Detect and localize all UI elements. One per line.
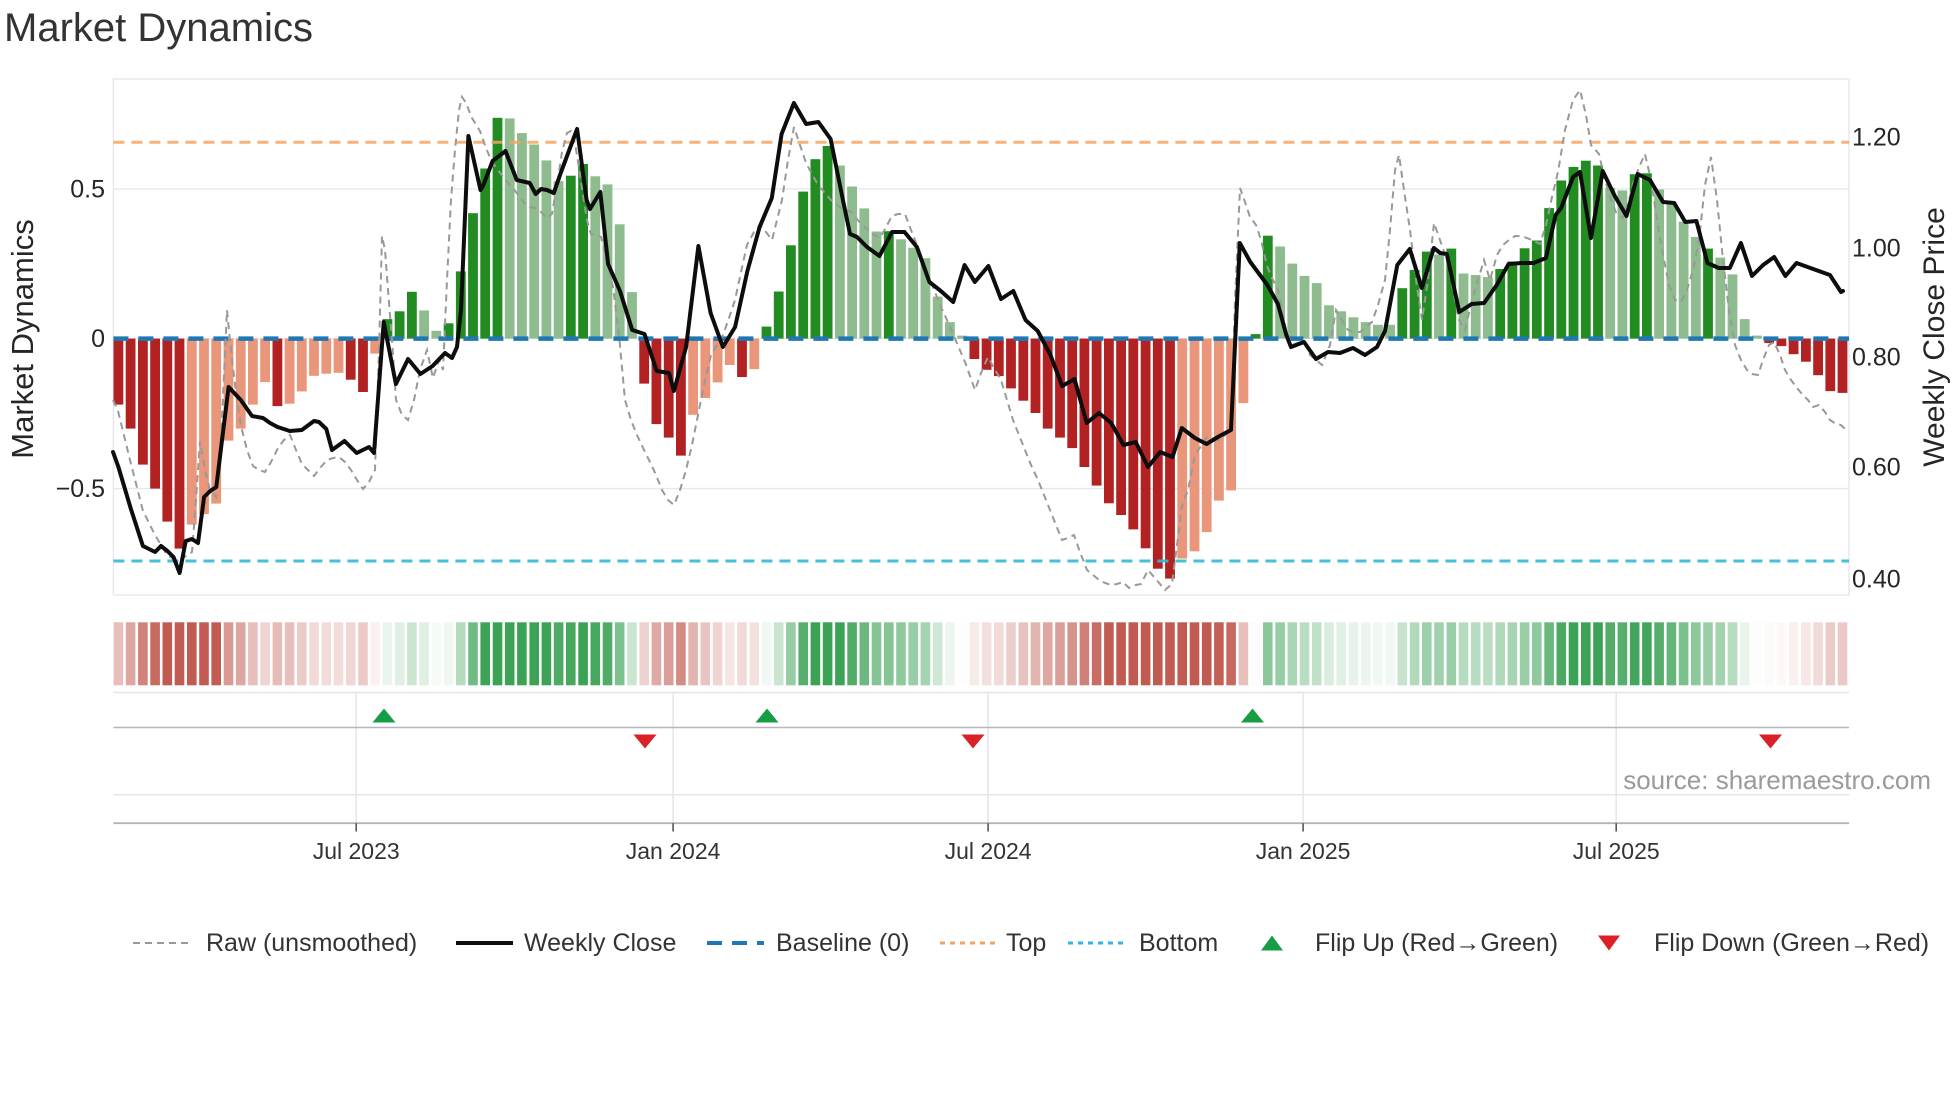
svg-text:0: 0 bbox=[91, 325, 105, 353]
svg-text:Market Dynamics: Market Dynamics bbox=[5, 219, 40, 458]
svg-text:Jan 2024: Jan 2024 bbox=[626, 838, 721, 864]
svg-text:−0.5: −0.5 bbox=[56, 475, 105, 503]
svg-text:Baseline (0): Baseline (0) bbox=[776, 929, 909, 957]
svg-text:Jul 2025: Jul 2025 bbox=[1573, 838, 1660, 864]
svg-text:Bottom: Bottom bbox=[1139, 929, 1218, 957]
svg-text:0.40: 0.40 bbox=[1852, 566, 1901, 594]
svg-text:Jul 2023: Jul 2023 bbox=[313, 838, 400, 864]
svg-text:Top: Top bbox=[1006, 929, 1046, 957]
svg-text:1.00: 1.00 bbox=[1852, 235, 1901, 263]
svg-text:Flip Down (Green→Red): Flip Down (Green→Red) bbox=[1654, 929, 1929, 957]
svg-text:Flip Up (Red→Green): Flip Up (Red→Green) bbox=[1315, 929, 1558, 957]
svg-text:Jan 2025: Jan 2025 bbox=[1256, 838, 1351, 864]
svg-text:source: sharemaestro.com: source: sharemaestro.com bbox=[1623, 765, 1931, 795]
svg-text:0.80: 0.80 bbox=[1852, 344, 1901, 372]
svg-text:0.60: 0.60 bbox=[1852, 454, 1901, 482]
svg-text:Raw (unsmoothed): Raw (unsmoothed) bbox=[206, 929, 417, 957]
svg-text:1.20: 1.20 bbox=[1852, 124, 1901, 152]
svg-text:Market Dynamics: Market Dynamics bbox=[4, 6, 313, 50]
svg-text:Weekly Close Price: Weekly Close Price bbox=[1918, 207, 1951, 467]
svg-text:Jul 2024: Jul 2024 bbox=[945, 838, 1032, 864]
svg-text:Weekly Close: Weekly Close bbox=[524, 929, 676, 957]
svg-text:0.5: 0.5 bbox=[70, 175, 105, 203]
